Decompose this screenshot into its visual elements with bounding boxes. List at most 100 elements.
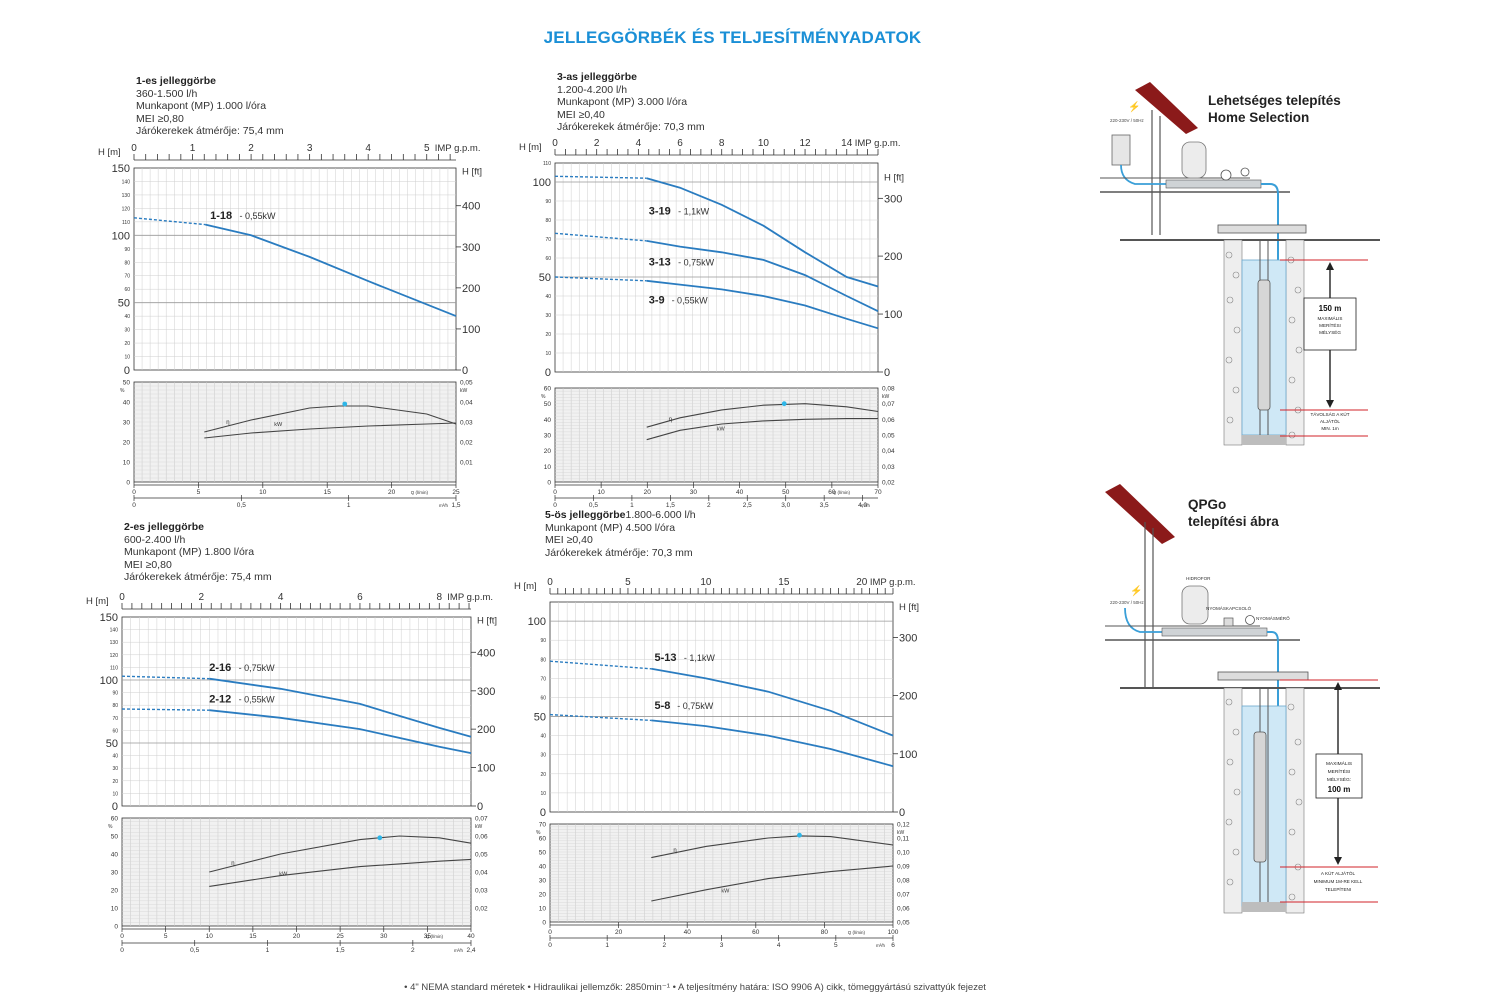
chart-1-header: 1-es jelleggörbe 360-1.500 l/h Munkapont…	[136, 75, 284, 138]
series-1-18-dashed	[133, 217, 206, 226]
install-2-bottom-line1: A KÚT ALJÁTÓL	[1321, 870, 1356, 876]
chart-1-ytick-minor: 130	[122, 193, 131, 199]
chart-5-ytick-minor: 90	[540, 638, 546, 644]
chart-5-kw-tick: 0,10	[897, 850, 910, 857]
pressure-gauge-icon-2	[1245, 615, 1255, 625]
chart-1-q-tick-label: 15	[324, 489, 332, 496]
chart-5-m3-tick-label: 1	[605, 942, 609, 949]
chart-5-eff-ytick: 50	[539, 850, 547, 857]
submersible-pump-icon-2	[1253, 731, 1267, 863]
chart-5-kw-tick: 0,12	[897, 822, 910, 829]
chart-2-q-tick-label: 25	[337, 933, 345, 940]
chart-3-kw-tick: 0,07	[882, 401, 895, 408]
chart-5-top-tick-label: 20	[856, 577, 868, 588]
install-1-title: Lehetséges telepítés Home Selection	[1208, 92, 1341, 126]
chart-1-eff-ytick: 0	[126, 480, 130, 487]
chart-2-eff-ytick: 40	[111, 852, 119, 859]
chart-5-kw-tick: 0,05	[897, 920, 910, 927]
chart-2-xlabel: IMP g.p.m.	[447, 592, 493, 603]
chart-1-eta-label: η	[226, 420, 229, 426]
install-2-title: QPGo telepítési ábra	[1188, 496, 1279, 530]
chart-3-q-tick-label: 60	[828, 489, 836, 496]
chart-5-range: 1.800-6.000 l/h	[625, 509, 696, 521]
chart-1-eff-ytick: 30	[123, 420, 131, 427]
install-1-bottom-line3: MIN. 1m	[1321, 426, 1339, 431]
chart-1-ytick-minor: 120	[122, 206, 131, 212]
chart-5-impeller: Járókerekek átmérője: 70,3 mm	[545, 546, 693, 559]
chart-3-q-tick-label: 10	[598, 489, 606, 496]
chart-3-q-label: Q (l/min)	[833, 490, 851, 495]
chart-3-top-tick-label: 2	[594, 138, 600, 149]
chart-3-eff-ytick: 30	[544, 433, 552, 440]
chart-2-ytick-minor: 120	[110, 653, 119, 659]
chart-5-ft-label: 0	[899, 807, 905, 819]
install-1-bottom-line1: TÁVOLSÁG A KÚT	[1310, 411, 1349, 417]
chart-2-q-tick-label: 15	[249, 933, 257, 940]
series-3-19-line	[646, 177, 879, 288]
chart-5-m3-label: m³/h	[876, 943, 885, 948]
chart-2-impeller: Járókerekek átmérője: 75,4 mm	[124, 571, 272, 583]
chart-5-kw-tick: 0,07	[897, 892, 910, 899]
chart-3-mp: Munkapont (MP) 3.000 l/óra	[557, 96, 688, 108]
chart-2-ft-label: 0	[477, 801, 483, 813]
chart-5-q-tick-label: 40	[684, 929, 692, 936]
chart-2-y2label: H [ft]	[477, 616, 497, 627]
chart-5-mp-point	[797, 832, 802, 838]
chart-1-mp: Munkapont (MP) 1.000 l/óra	[136, 100, 267, 112]
chart-2-ytick-minor: 90	[112, 691, 118, 697]
chart-1-eff-unit: %	[120, 388, 125, 394]
chart-5-eff-ytick: 30	[539, 878, 547, 885]
chart-1-ytick: 100	[112, 230, 130, 242]
chart-2-top-tick-label: 8	[436, 592, 442, 603]
chart-2-kw-tick: 0,03	[475, 888, 488, 895]
chart-2-kw-unit: kW	[475, 824, 483, 830]
series-2-12-power: - 0,55kW	[239, 695, 276, 705]
chart-2-q-tick-label: 30	[380, 933, 388, 940]
chart-5-eff-ytick: 20	[539, 892, 547, 899]
chart-2-q-tick-label: 40	[467, 933, 475, 940]
chart-3-kw-tick: 0,02	[882, 480, 895, 487]
install-2-depth-line2: MERÍTÉSI	[1328, 768, 1351, 775]
chart-1-top-tick-label: 0	[131, 143, 137, 154]
chart-3-ytick-minor: 20	[545, 332, 551, 338]
chart-2-top-tick-label: 4	[278, 592, 284, 603]
chart-1-q-tick-label: 5	[197, 489, 201, 496]
install-1-depth-line2: MAXIMÁLIS	[1317, 315, 1342, 321]
chart-3-ft-label: 0	[884, 367, 890, 379]
chart-5-q-tick-label: 100	[888, 929, 899, 936]
chart-3-eff-ytick: 10	[544, 464, 552, 471]
chart-2-kw-label: kW	[279, 872, 288, 878]
chart-5-m3-tick-label: 4	[777, 942, 781, 949]
chart-3-m3-tick-label: 2,5	[743, 502, 752, 509]
chart-1-kw-tick: 0,03	[460, 420, 473, 427]
chart-5-top-tick-label: 5	[625, 577, 631, 588]
chart-5-mei: MEI ≥0,40	[545, 534, 593, 546]
install-2-depth-line3: MÉLYSÉG:	[1327, 776, 1351, 783]
chart-3-kw-curve	[646, 418, 878, 441]
chart-3-kw-label: kW	[717, 426, 726, 432]
chart-3-eff-ytick: 60	[544, 386, 552, 393]
chart-5-top-tick-label: 10	[700, 577, 712, 588]
chart-5-kw-tick: 0,09	[897, 864, 910, 871]
chart-1-ytick-minor: 140	[122, 179, 131, 185]
chart-3-m3-tick-label: 0	[553, 502, 557, 509]
chart-1-title: 1-es jelleggörbe	[136, 75, 216, 87]
chart-1-kw-tick: 0,02	[460, 440, 473, 447]
chart-3-m3-tick-label: 1	[630, 502, 634, 509]
chart-1-eff-ytick: 10	[123, 460, 131, 467]
series-2-12-label: 2-12	[209, 694, 231, 706]
chart-3-m3-tick-label: 0,5	[589, 502, 598, 509]
chart-1-mei: MEI ≥0,80	[136, 112, 184, 125]
install-2-bottom-line3: TELEPÍTENI	[1325, 886, 1351, 892]
chart-5-q-tick-label: 20	[615, 929, 623, 936]
chart-3-m3-tick-label: 3,0	[781, 502, 790, 509]
chart-5-kw-unit: kW	[897, 830, 905, 836]
chart-3-eta-label: η	[669, 417, 672, 423]
chart-3-impeller: Járókerekek átmérője: 70,3 mm	[557, 121, 705, 133]
chart-3-range: 1.200-4.200 l/h	[557, 83, 628, 96]
chart-2-m3-tick-label: 0,5	[190, 947, 199, 954]
chart-2-mei: MEI ≥0,80	[124, 558, 172, 571]
chart-1-ylabel: H [m]	[98, 147, 121, 158]
chart-3-m3-tick-label: 1,5	[666, 502, 675, 509]
install-1-title-line2: Home Selection	[1208, 110, 1310, 125]
